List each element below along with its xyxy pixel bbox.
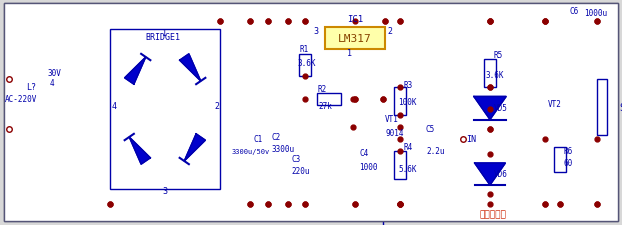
Text: SP: SP (619, 103, 622, 112)
Text: R2: R2 (318, 85, 327, 94)
Text: LM317: LM317 (338, 34, 372, 44)
Text: IC1: IC1 (347, 16, 363, 24)
Text: 220u: 220u (291, 167, 310, 176)
Text: 1000: 1000 (359, 163, 378, 172)
Bar (394, 88, 406, 115)
Text: R1: R1 (300, 45, 309, 54)
Text: 1000u: 1000u (584, 9, 607, 18)
Text: 60: 60 (563, 159, 572, 168)
Polygon shape (184, 134, 205, 161)
Text: 27k: 27k (318, 102, 332, 111)
Text: IN: IN (466, 135, 476, 144)
Text: 3: 3 (162, 187, 167, 196)
Polygon shape (475, 163, 506, 185)
Text: 4: 4 (50, 78, 55, 87)
Text: C1: C1 (254, 135, 263, 144)
Text: VD6: VD6 (494, 170, 508, 179)
Text: 9014: 9014 (385, 128, 404, 137)
Text: 3.6K: 3.6K (485, 70, 503, 79)
Bar (394, 151, 406, 179)
Text: 2: 2 (214, 102, 219, 111)
Text: 4: 4 (112, 102, 117, 111)
Text: R5: R5 (493, 51, 502, 60)
Bar (554, 147, 566, 172)
Text: 100K: 100K (398, 98, 417, 107)
Text: 5.6K: 5.6K (398, 165, 417, 174)
Bar (299, 55, 311, 77)
Polygon shape (474, 97, 506, 120)
Text: R6: R6 (563, 147, 572, 156)
Text: C4: C4 (359, 149, 368, 158)
Bar (317, 94, 341, 106)
Text: R3: R3 (403, 80, 412, 89)
Text: L?: L? (26, 83, 36, 92)
Text: 30V: 30V (47, 68, 61, 77)
Text: 1: 1 (347, 49, 352, 58)
Text: AC-220V: AC-220V (5, 95, 37, 104)
Text: 2: 2 (387, 26, 392, 35)
Text: VT1: VT1 (385, 115, 399, 124)
Bar (597, 80, 607, 135)
Text: C5: C5 (426, 125, 435, 134)
Polygon shape (124, 58, 146, 85)
Text: C6: C6 (570, 7, 579, 16)
Bar (110, 30, 220, 189)
Polygon shape (180, 55, 201, 82)
Bar (484, 60, 496, 88)
Text: R4: R4 (404, 143, 413, 152)
Text: C2: C2 (271, 133, 281, 142)
Text: 3300u: 3300u (271, 145, 294, 154)
Text: 3.6K: 3.6K (297, 59, 315, 68)
Text: VT2: VT2 (548, 100, 562, 109)
Text: C3: C3 (291, 155, 300, 164)
Text: 1: 1 (162, 28, 167, 37)
Text: 2.2u: 2.2u (426, 147, 445, 156)
Text: BRIDGE1: BRIDGE1 (145, 33, 180, 42)
Text: 3: 3 (313, 26, 318, 35)
Text: 拆客工作室: 拆客工作室 (480, 209, 507, 218)
Text: VD5: VD5 (494, 104, 508, 113)
Bar (325, 28, 385, 50)
Polygon shape (129, 137, 151, 164)
Text: 3300u/50v: 3300u/50v (232, 148, 270, 154)
